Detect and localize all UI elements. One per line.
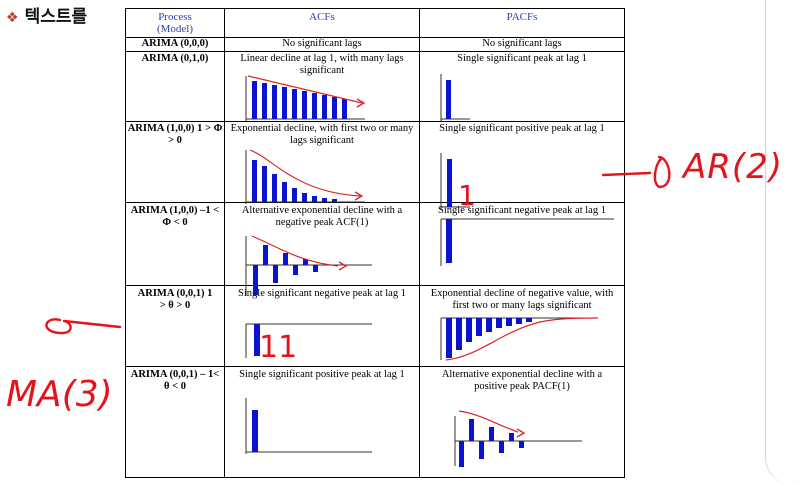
ma-annotation-text: MA(3) bbox=[6, 374, 113, 415]
row-1-process: ARIMA (0,1,0) bbox=[141, 53, 209, 64]
row-0-process: ARIMA (0,0,0) bbox=[141, 38, 209, 49]
header-process-line1: Process bbox=[158, 11, 192, 23]
row-5-process: ARIMA (0,0,1) – 1< θ < 0 bbox=[130, 369, 220, 392]
arima-identification-table: Process (Model) ACFs PACFs ARIMA (0,0,0)… bbox=[125, 8, 625, 478]
row-4-acf: Single significant negative peak at lag … bbox=[238, 288, 406, 299]
row-3-pacf: Single significant negative peak at lag … bbox=[438, 205, 606, 216]
row-4-process: ARIMA (0,0,1) 1 > θ > 0 bbox=[137, 288, 213, 311]
heading-text: 텍스트를 bbox=[24, 7, 88, 27]
slide-heading: ❖ 텍스트를 bbox=[6, 2, 87, 27]
row-2-acf: Exponential decline, with first two or m… bbox=[230, 123, 414, 146]
row-2-process: ARIMA (1,0,0) 1 > Φ > 0 bbox=[127, 123, 223, 146]
side-panel-edge bbox=[765, 0, 810, 485]
row-2-pacf: Single significant positive peak at lag … bbox=[439, 123, 605, 134]
row-3-acf: Alternative exponential decline with a n… bbox=[241, 205, 403, 228]
row-1-acf: Linear decline at lag 1, with many lags … bbox=[240, 53, 404, 76]
row-5-pacf: Alternative exponential decline with a p… bbox=[441, 369, 603, 392]
ma-arrow bbox=[45, 318, 122, 335]
row-0-pacf: No significant lags bbox=[482, 38, 562, 49]
row-3-process: ARIMA (1,0,0) –1 < Φ < 0 bbox=[130, 205, 220, 228]
row-0-acf: No significant lags bbox=[282, 38, 362, 49]
row-1-pacf: Single significant peak at lag 1 bbox=[457, 53, 587, 64]
header-pacfs: PACFs bbox=[506, 11, 538, 23]
header-process: Process bbox=[126, 11, 224, 23]
header-acfs: ACFs bbox=[309, 11, 335, 23]
row-5-acf: Single significant positive peak at lag … bbox=[239, 369, 405, 380]
diamond-bullet-icon: ❖ bbox=[6, 10, 19, 26]
ar-arrow-head bbox=[653, 155, 671, 189]
row-4-pacf: Exponential decline of negative value, w… bbox=[430, 288, 614, 311]
header-process-sub: (Model) bbox=[156, 23, 194, 35]
